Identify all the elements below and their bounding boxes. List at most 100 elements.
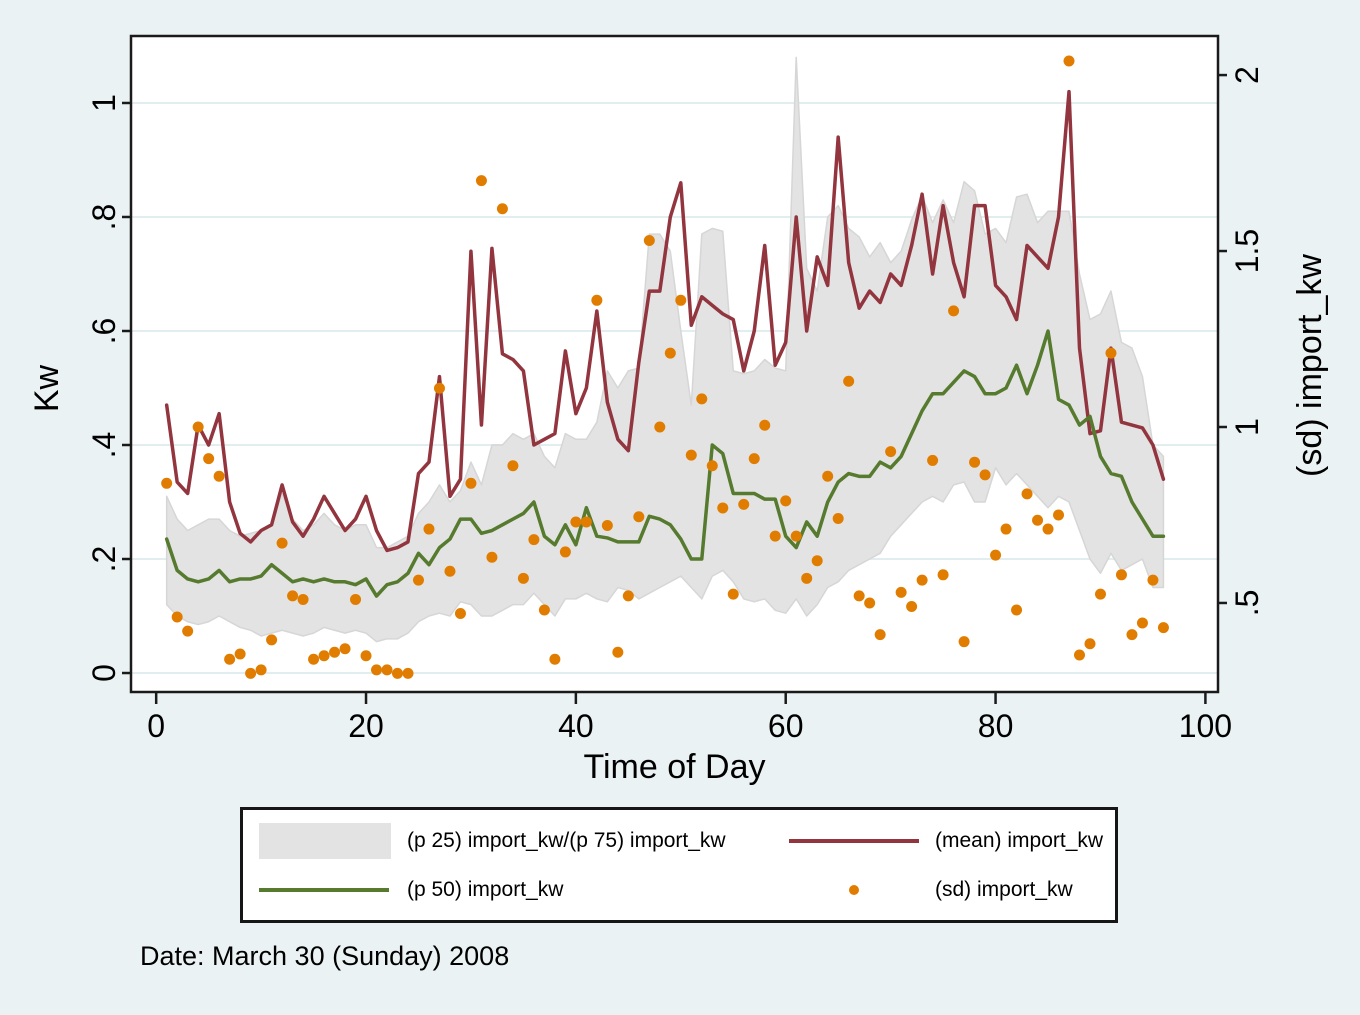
y-left-tick-label: .6 bbox=[86, 318, 122, 345]
sd-dot bbox=[738, 498, 750, 510]
sd-dot bbox=[266, 634, 278, 646]
sd-dot bbox=[1115, 569, 1127, 581]
sd-dot bbox=[392, 667, 404, 679]
sd-dot bbox=[318, 650, 330, 662]
sd-dot bbox=[969, 456, 981, 468]
sd-dot bbox=[496, 203, 508, 215]
sd-dot bbox=[528, 534, 540, 546]
sd-dot bbox=[1000, 523, 1012, 535]
sd-dot bbox=[1147, 574, 1159, 586]
sd-dot bbox=[276, 537, 288, 549]
legend-label-mean: (mean) import_kw bbox=[935, 828, 1104, 852]
sd-dot bbox=[937, 569, 949, 581]
sd-dot bbox=[832, 512, 844, 524]
sd-dot bbox=[654, 421, 666, 433]
sd-dot bbox=[664, 347, 676, 359]
sd-dot bbox=[727, 588, 739, 600]
sd-dot bbox=[717, 502, 729, 514]
sd-dot bbox=[329, 646, 341, 658]
sd-dot bbox=[161, 477, 173, 489]
x-tick-label: 20 bbox=[348, 708, 384, 744]
sd-dot bbox=[297, 593, 309, 605]
date-caption: Date: March 30 (Sunday) 2008 bbox=[140, 941, 510, 971]
sd-dot bbox=[538, 604, 550, 616]
legend-band-swatch bbox=[259, 822, 391, 859]
sd-dot bbox=[591, 294, 603, 306]
sd-dot bbox=[990, 549, 1002, 561]
sd-dot bbox=[465, 477, 477, 489]
y-left-tick-label: 1 bbox=[86, 94, 122, 112]
p50-line bbox=[164, 329, 1166, 598]
sd-dot bbox=[1011, 604, 1023, 616]
sd-dot bbox=[559, 546, 571, 558]
sd-dot bbox=[475, 175, 487, 187]
sd-dot bbox=[601, 520, 613, 532]
sd-dot bbox=[255, 664, 267, 676]
y-right-tick-label: .5 bbox=[1229, 590, 1265, 617]
sd-dot bbox=[853, 590, 865, 602]
legend-label-p25-p75: (p 25) import_kw/(p 75) import_kw bbox=[407, 828, 726, 852]
sd-dot bbox=[171, 611, 183, 623]
plot-frame bbox=[129, 34, 1220, 694]
sd-dot bbox=[769, 530, 781, 542]
sd-dot bbox=[612, 646, 624, 658]
sd-dot bbox=[843, 375, 855, 387]
legend-label-p50: (p 50) import_kw bbox=[407, 877, 564, 901]
sd-dot bbox=[643, 234, 655, 246]
sd-dot bbox=[402, 667, 414, 679]
sd-dot bbox=[822, 470, 834, 482]
sd-dot bbox=[308, 653, 320, 665]
sd-dot bbox=[633, 511, 645, 523]
x-tick-label: 40 bbox=[558, 708, 594, 744]
sd-dot bbox=[507, 460, 519, 472]
p25-p75-band bbox=[165, 56, 1165, 643]
sd-dot bbox=[517, 572, 529, 584]
y-left-tick-label: 0 bbox=[86, 664, 122, 682]
x-tick-label: 100 bbox=[1179, 708, 1232, 744]
sd-dot bbox=[213, 470, 225, 482]
sd-dot bbox=[371, 664, 383, 676]
x-tick-label: 60 bbox=[768, 708, 804, 744]
x-axis-title: Time of Day bbox=[583, 748, 766, 786]
sd-dot bbox=[685, 449, 697, 461]
sd-dot bbox=[1136, 617, 1148, 629]
sd-dot bbox=[895, 586, 907, 598]
sd-dot bbox=[182, 625, 194, 637]
y-right-tick-label: 1.5 bbox=[1229, 229, 1265, 273]
sd-dot bbox=[1094, 588, 1106, 600]
sd-dot bbox=[874, 629, 886, 641]
sd-dot bbox=[696, 393, 708, 405]
sd-dot bbox=[570, 516, 582, 528]
y-left-tick-label: .8 bbox=[86, 204, 122, 231]
sd-dot bbox=[864, 597, 876, 609]
sd-dot bbox=[224, 653, 236, 665]
sd-dot bbox=[906, 600, 918, 612]
sd-dot bbox=[1063, 55, 1075, 67]
sd-dot bbox=[339, 643, 351, 655]
sd-dot bbox=[622, 590, 634, 602]
sd-dot bbox=[287, 590, 299, 602]
sd-dot bbox=[1126, 629, 1138, 641]
x-tick-label: 80 bbox=[978, 708, 1014, 744]
sd-dot bbox=[1105, 347, 1117, 359]
sd-dot bbox=[350, 593, 362, 605]
sd-dot bbox=[444, 565, 456, 577]
sd-dot bbox=[916, 574, 928, 586]
y-right-tick-label: 1 bbox=[1229, 418, 1265, 436]
sd-dot bbox=[1042, 523, 1054, 535]
sd-dot bbox=[675, 294, 687, 306]
y-right-tick-label: 2 bbox=[1229, 66, 1265, 84]
legend-label-sd: (sd) import_kw bbox=[935, 877, 1073, 901]
sd-dot bbox=[885, 446, 897, 458]
sd-dot bbox=[360, 650, 372, 662]
sd-dot bbox=[245, 667, 257, 679]
sd-dot bbox=[486, 551, 498, 563]
sd-dot bbox=[1074, 649, 1086, 661]
sd-dot bbox=[811, 555, 823, 567]
sd-dot bbox=[1053, 509, 1065, 521]
sd-dot bbox=[192, 421, 204, 433]
sd-dot bbox=[759, 419, 771, 431]
mean-line bbox=[164, 89, 1166, 553]
